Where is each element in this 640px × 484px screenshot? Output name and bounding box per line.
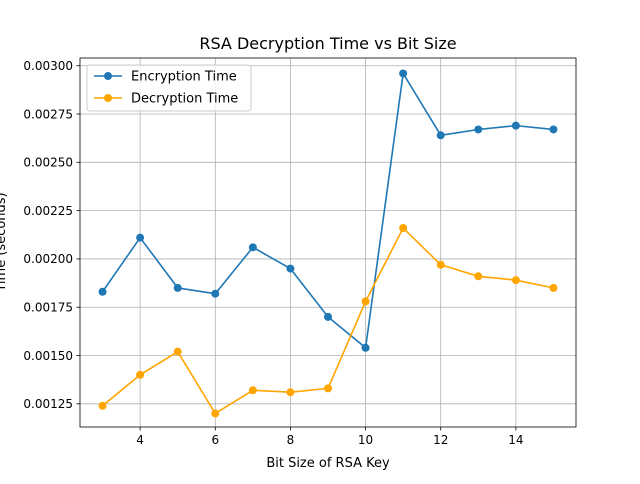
- x-tick-label: 14: [508, 433, 523, 447]
- axis-ticks: 4 6 8 10 12 14 0.00125 0.00150 0.00175 0.00200 0.0…: [23, 59, 523, 447]
- data-point-decryption-time: [361, 297, 370, 306]
- data-point-encryption-time: [173, 283, 182, 292]
- data-series: [98, 69, 558, 418]
- data-point-decryption-time: [98, 401, 107, 410]
- x-tick-label: 8: [287, 433, 295, 447]
- data-point-encryption-time: [136, 233, 145, 242]
- data-point-decryption-time: [436, 260, 445, 269]
- data-point-decryption-time: [474, 272, 483, 281]
- y-tick-label: 0.00250: [23, 156, 73, 170]
- y-axis-label: Time (seconds): [0, 192, 9, 292]
- data-point-decryption-time: [173, 347, 182, 356]
- data-point-encryption-time: [474, 125, 483, 134]
- x-tick-label: 10: [358, 433, 373, 447]
- data-point-encryption-time: [361, 343, 370, 352]
- legend-marker-encryption: [104, 72, 112, 80]
- data-point-encryption-time: [549, 125, 558, 134]
- y-tick-label: 0.00175: [23, 301, 73, 315]
- x-tick-label: 12: [433, 433, 448, 447]
- data-point-encryption-time: [248, 243, 257, 252]
- x-tick-label: 4: [136, 433, 144, 447]
- data-point-encryption-time: [211, 289, 220, 298]
- chart-title: RSA Decryption Time vs Bit Size: [199, 34, 456, 53]
- legend-label-decryption: Decryption Time: [131, 92, 238, 107]
- data-point-decryption-time: [324, 384, 332, 393]
- x-axis-label: Bit Size of RSA Key: [266, 456, 390, 471]
- data-point-encryption-time: [511, 121, 520, 130]
- data-point-decryption-time: [511, 276, 520, 285]
- data-point-encryption-time: [98, 287, 107, 296]
- data-point-decryption-time: [136, 370, 145, 379]
- series-decryption-time: [98, 224, 558, 418]
- y-tick-label: 0.00275: [23, 107, 73, 121]
- grid-lines: [80, 58, 576, 427]
- data-point-decryption-time: [211, 409, 220, 418]
- data-point-decryption-time: [549, 283, 558, 292]
- data-point-encryption-time: [399, 69, 408, 78]
- data-point-decryption-time: [286, 388, 295, 397]
- legend-marker-decryption: [104, 94, 112, 102]
- data-point-decryption-time: [248, 386, 257, 395]
- plot-area-frame: [79, 57, 577, 428]
- y-tick-label: 0.00125: [23, 397, 73, 411]
- series-encryption-time: [98, 69, 558, 352]
- data-point-encryption-time: [324, 312, 332, 321]
- chart-legend: Encryption Time Decryption Time: [86, 64, 252, 112]
- data-point-encryption-time: [436, 131, 445, 140]
- data-point-encryption-time: [286, 264, 295, 273]
- x-tick-label: 6: [211, 433, 219, 447]
- y-tick-label: 0.00225: [23, 204, 73, 218]
- data-point-decryption-time: [399, 224, 408, 233]
- legend-box: [86, 64, 252, 112]
- y-tick-label: 0.00300: [23, 59, 73, 73]
- legend-label-encryption: Encryption Time: [131, 70, 237, 85]
- y-tick-label: 0.00150: [23, 349, 73, 363]
- y-tick-label: 0.00200: [23, 252, 73, 266]
